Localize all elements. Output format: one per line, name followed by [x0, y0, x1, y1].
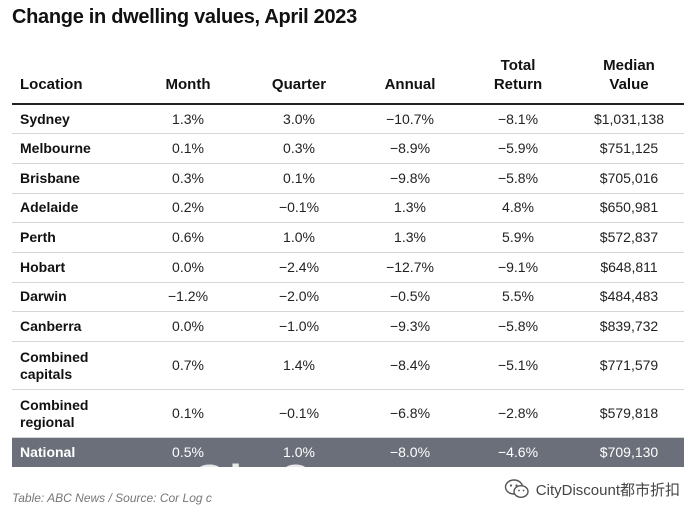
- cell-total-return: −9.1%: [462, 252, 574, 283]
- table-row: Brisbane 0.3% 0.1% −9.8% −5.8% $705,016: [12, 163, 684, 194]
- cell-median-value: $709,130: [574, 437, 684, 467]
- cell-median-value: $705,016: [574, 163, 684, 194]
- cell-total-return: −5.9%: [462, 133, 574, 164]
- cell-quarter: −0.1%: [240, 389, 358, 438]
- cell-median-value: $1,031,138: [574, 104, 684, 135]
- watermark-text: CityDiscount都市折扣: [535, 481, 680, 499]
- cell-quarter: −2.4%: [240, 252, 358, 283]
- cell-quarter: −1.0%: [240, 311, 358, 342]
- header-annual: Annual: [384, 76, 436, 93]
- cell-total-return: 4.8%: [462, 193, 574, 224]
- cell-median-value: $579,818: [574, 389, 684, 438]
- header-location: Location: [20, 76, 83, 93]
- table-row-national: National 0.5% 1.0% −8.0% −4.6% $709,130: [12, 437, 684, 467]
- cell-median-value: $648,811: [574, 252, 684, 283]
- cell-location: Combined regional: [12, 389, 136, 438]
- cell-month: 0.0%: [136, 252, 240, 283]
- cell-quarter: −2.0%: [240, 282, 358, 313]
- cell-location: Darwin: [12, 282, 136, 313]
- cell-month: 0.5%: [136, 437, 240, 467]
- cell-annual: −8.4%: [358, 341, 462, 390]
- dwelling-values-table: Location Month Quarter Annual Total Retur…: [12, 56, 684, 467]
- cell-annual: −8.9%: [358, 133, 462, 164]
- header-row: Location Month Quarter Annual Total Retur…: [12, 56, 684, 104]
- cell-month: 0.6%: [136, 222, 240, 253]
- cell-quarter: −0.1%: [240, 193, 358, 224]
- cell-total-return: 5.5%: [462, 282, 574, 313]
- table-title: Change in dwelling values, April 2023: [12, 6, 357, 28]
- cell-annual: −0.5%: [358, 282, 462, 313]
- table-row: Hobart 0.0% −2.4% −12.7% −9.1% $648,811: [12, 252, 684, 283]
- table-row: Sydney 1.3% 3.0% −10.7% −8.1% $1,031,138: [12, 104, 684, 135]
- table-row: Darwin −1.2% −2.0% −0.5% 5.5% $484,483: [12, 282, 684, 313]
- cell-month: 0.1%: [136, 389, 240, 438]
- cell-median-value: $572,837: [574, 222, 684, 253]
- cell-annual: −9.3%: [358, 311, 462, 342]
- cell-month: 0.2%: [136, 193, 240, 224]
- cell-month: 0.3%: [136, 163, 240, 194]
- cell-location: Sydney: [12, 104, 136, 135]
- cell-location: Brisbane: [12, 163, 136, 194]
- table-row: Canberra 0.0% −1.0% −9.3% −5.8% $839,732: [12, 311, 684, 342]
- cell-quarter: 1.0%: [240, 222, 358, 253]
- cell-location: Adelaide: [12, 193, 136, 224]
- cell-quarter: 0.3%: [240, 133, 358, 164]
- cell-quarter: 0.1%: [240, 163, 358, 194]
- cell-total-return: −5.1%: [462, 341, 574, 390]
- cell-quarter: 3.0%: [240, 104, 358, 135]
- cell-total-return: −4.6%: [462, 437, 574, 467]
- header-quarter: Quarter: [271, 76, 327, 93]
- cell-median-value: $484,483: [574, 282, 684, 313]
- cell-total-return: 5.9%: [462, 222, 574, 253]
- cell-median-value: $839,732: [574, 311, 684, 342]
- cell-median-value: $751,125: [574, 133, 684, 164]
- cell-annual: −12.7%: [358, 252, 462, 283]
- cell-total-return: −5.8%: [462, 163, 574, 194]
- cell-annual: −6.8%: [358, 389, 462, 438]
- cell-month: 0.1%: [136, 133, 240, 164]
- watermark: CityDiscount都市折扣: [504, 478, 680, 500]
- wechat-icon: [504, 479, 529, 499]
- cell-annual: −9.8%: [358, 163, 462, 194]
- cell-total-return: −2.8%: [462, 389, 574, 438]
- cell-location: National: [12, 437, 136, 467]
- cell-total-return: −8.1%: [462, 104, 574, 135]
- cell-annual: 1.3%: [358, 193, 462, 224]
- cell-location: Combined capitals: [12, 341, 136, 390]
- cell-location: Melbourne: [12, 133, 136, 164]
- header-month: Month: [165, 76, 211, 93]
- cell-total-return: −5.8%: [462, 311, 574, 342]
- table-row: Adelaide 0.2% −0.1% 1.3% 4.8% $650,981: [12, 193, 684, 224]
- source-caption: Table: ABC News / Source: Cor Log c: [12, 491, 212, 505]
- cell-month: 0.0%: [136, 311, 240, 342]
- table-row-combined-capitals: Combined capitals 0.7% 1.4% −8.4% −5.1% $…: [12, 341, 684, 390]
- cell-location: Canberra: [12, 311, 136, 342]
- header-median-value: Median Value: [603, 57, 655, 93]
- cell-median-value: $650,981: [574, 193, 684, 224]
- table-row-combined-regional: Combined regional 0.1% −0.1% −6.8% −2.8% …: [12, 389, 684, 438]
- header-total-return: Total Return: [493, 57, 543, 93]
- cell-annual: −10.7%: [358, 104, 462, 135]
- table-row: Perth 0.6% 1.0% 1.3% 5.9% $572,837: [12, 222, 684, 253]
- cell-quarter: 1.0%: [240, 437, 358, 467]
- cell-month: −1.2%: [136, 282, 240, 313]
- cell-month: 0.7%: [136, 341, 240, 390]
- cell-location: Perth: [12, 222, 136, 253]
- cell-quarter: 1.4%: [240, 341, 358, 390]
- cell-annual: −8.0%: [358, 437, 462, 467]
- cell-median-value: $771,579: [574, 341, 684, 390]
- cell-location: Hobart: [12, 252, 136, 283]
- cell-annual: 1.3%: [358, 222, 462, 253]
- table-row: Melbourne 0.1% 0.3% −8.9% −5.9% $751,125: [12, 133, 684, 164]
- cell-month: 1.3%: [136, 104, 240, 135]
